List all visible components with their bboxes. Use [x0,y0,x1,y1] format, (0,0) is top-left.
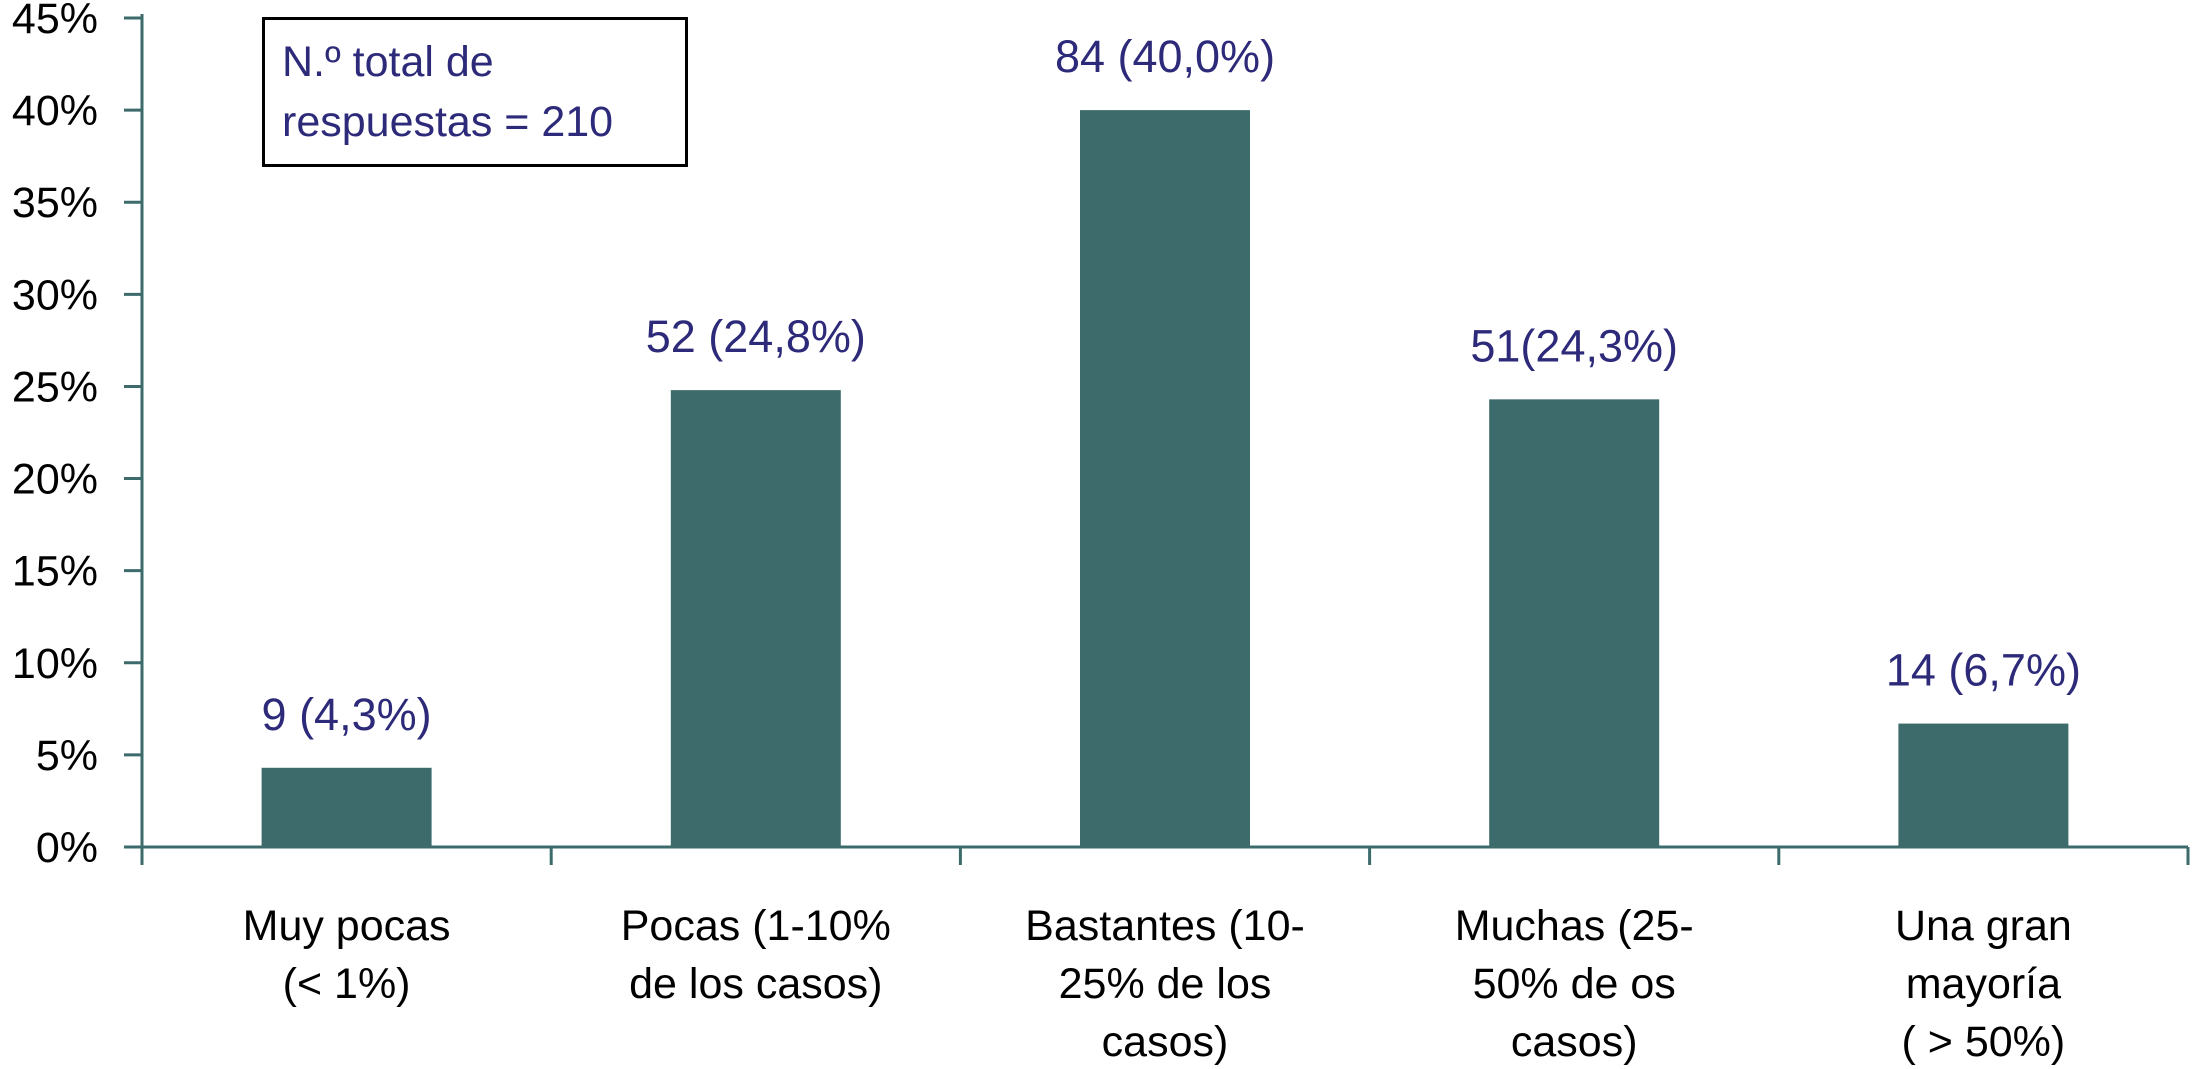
y-tick-label: 40% [12,87,98,135]
y-tick-label: 20% [12,456,98,504]
y-tick-label: 0% [36,824,98,872]
x-tick-label: de los casos) [629,960,882,1008]
y-tick-label: 5% [36,732,98,780]
bar [670,390,841,847]
x-tick-label: 25% de los [1059,960,1272,1008]
bar [1898,723,2069,847]
x-tick-label: casos) [1511,1018,1638,1066]
data-label: 51(24,3%) [1470,320,1678,371]
data-label: 14 (6,7%) [1886,645,2081,696]
data-label: 84 (40,0%) [1055,31,1275,82]
x-tick-label: 50% de os [1473,960,1676,1008]
x-tick-label: mayoría [1906,960,2061,1008]
x-tick-label: Una gran [1895,902,2072,950]
y-tick-label: 25% [12,363,98,411]
x-tick-label: Pocas (1-10% [621,902,891,950]
annotation-line-2: respuestas = 210 [282,98,614,146]
x-tick-label: casos) [1102,1018,1229,1066]
data-label: 9 (4,3%) [262,689,432,740]
y-tick-label: 30% [12,271,98,319]
x-tick-label: Bastantes (10- [1025,902,1305,950]
x-tick-label: Muchas (25- [1455,902,1694,950]
annotation-box: N.º total de respuestas = 210 [262,17,688,167]
y-tick-label: 15% [12,548,98,596]
x-tick-label: ( > 50%) [1902,1018,2066,1066]
x-tick-label: Muy pocas [243,902,451,950]
bar [1080,110,1250,848]
data-label: 52 (24,8%) [646,311,866,362]
bar [261,767,432,847]
x-tick-label: (< 1%) [283,960,411,1008]
bar [1489,399,1660,847]
y-tick-label: 45% [12,0,98,43]
y-tick-label: 10% [12,640,98,688]
annotation-line-1: N.º total de [282,38,494,86]
y-tick-label: 35% [12,179,98,227]
